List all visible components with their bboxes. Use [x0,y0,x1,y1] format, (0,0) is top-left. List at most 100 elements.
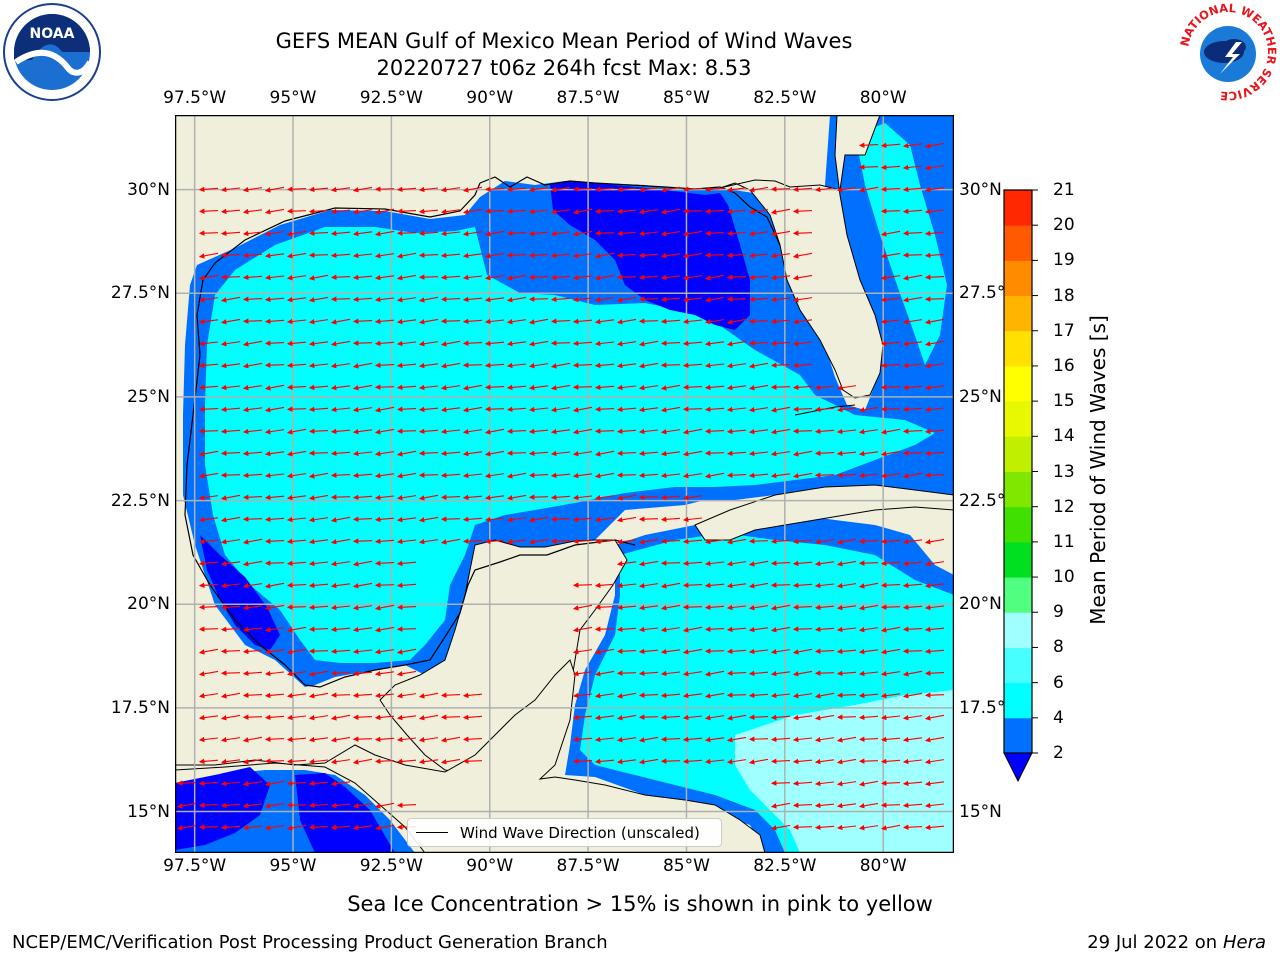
wave-arrow [198,362,219,369]
wave-arrow [264,648,285,655]
wave-arrow [792,758,813,765]
wave-arrow [748,406,769,413]
wave-arrow [506,428,527,434]
wave-arrow [374,538,395,545]
wave-arrow [462,230,483,237]
wave-arrow [660,538,681,544]
wave-arrow [638,714,659,720]
wave-arrow [264,296,285,303]
wave-arrow [506,494,527,501]
wave-arrow [704,450,725,456]
legend-label: Wind Wave Direction (unscaled) [460,823,700,842]
colorbar-segment [1004,717,1032,754]
wave-arrow [682,362,703,369]
wave-arrow [704,230,725,236]
wave-arrow [924,670,945,676]
wave-arrow [374,824,395,831]
wave-arrow [924,450,945,457]
wave-arrow [440,406,461,413]
colorbar-level-label: 8 [1053,637,1064,658]
wave-arrow [660,318,681,325]
wave-arrow [594,450,615,457]
wave-arrow [418,450,439,456]
wave-arrow [330,824,351,831]
wave-arrow [616,604,637,611]
wave-arrow [374,230,395,237]
colorbar-segment [1004,295,1032,332]
wave-arrow [748,186,769,193]
wave-arrow [352,582,373,589]
wave-arrow [198,538,219,545]
wave-arrow [220,230,241,237]
wave-arrow [264,670,285,677]
wave-arrow [286,472,307,479]
wave-arrow [550,406,571,413]
wave-arrow [330,318,351,325]
wave-arrow [198,736,219,743]
wave-arrow [550,428,571,435]
colorbar-segment [1004,401,1032,437]
wave-arrow [924,604,945,611]
wave-arrow [704,560,725,567]
wave-arrow [330,648,351,655]
wave-arrow [352,824,373,831]
wave-arrow [242,802,263,809]
wave-arrow [198,296,219,303]
wave-arrow [836,538,857,545]
wave-arrow [572,252,593,259]
wave-arrow [286,450,307,457]
wave-arrow [880,538,901,545]
wave-arrow [682,186,703,192]
wave-arrow [726,714,747,721]
wave-period-map [174,114,955,854]
wave-arrow [198,670,219,677]
wave-arrow [836,824,857,831]
north-gulf-coastline [479,176,781,246]
wave-arrow [792,252,813,259]
wave-arrow [572,340,593,347]
wave-arrow [572,692,593,699]
wave-arrow [418,516,439,523]
tick-label: 17.5°N [110,697,170,718]
wave-arrow [286,362,307,369]
wave-arrow [858,714,879,721]
wave-arrow [858,186,879,193]
wave-arrow [374,670,395,677]
wave-arrow [638,560,659,567]
wave-arrow [462,252,483,259]
wave-arrow [550,274,571,281]
wave-arrow [638,252,659,259]
wave-arrow [396,692,417,699]
wave-arrow [352,802,373,809]
wave-arrow [330,406,351,413]
wave-arrow [418,494,439,501]
wave-arrow [374,626,395,633]
wave-arrow [726,670,747,676]
wave-arrow [726,582,747,589]
wave-arrow [902,406,923,413]
colorbar-level-label: 2 [1053,743,1064,763]
wave-arrow [704,428,725,434]
wave-arrow [242,516,263,522]
chart-subtitle: 20220727 t06z 264h fcst Max: 8.53 [376,56,752,80]
wave-arrow [484,428,505,435]
wave-arrow [220,802,241,809]
wave-arrow [616,472,637,478]
wave-arrow [792,560,813,567]
wave-arrow [704,296,725,303]
wave-arrow [638,406,659,413]
wave-arrow [572,406,593,413]
wave-arrow [770,230,791,237]
wave-arrow [726,340,747,347]
colorbar-level-label: 11 [1053,531,1075,552]
wave-arrow [814,560,835,567]
wave-arrow [726,604,747,611]
colorbar-level-label: 17 [1053,320,1075,341]
wave-arrow [572,758,593,764]
footer-left: NCEP/EMC/Verification Post Processing Pr… [12,932,608,953]
wave-arrow [506,318,527,325]
wave-arrow [924,560,945,567]
wave-arrow [616,230,637,237]
wave-arrow [924,164,945,171]
wave-arrow [198,560,219,567]
